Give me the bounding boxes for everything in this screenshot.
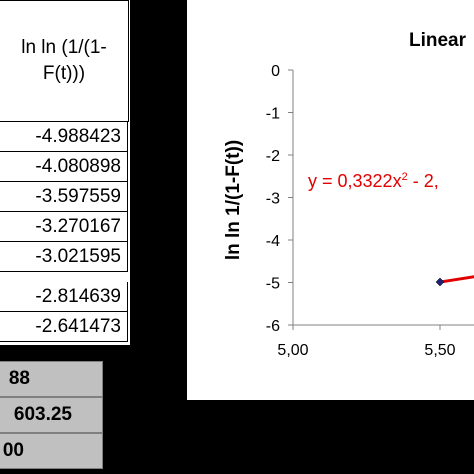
table-cell[interactable]: -4.080898 [0, 152, 128, 182]
trend-eq-sup: 2 [402, 171, 408, 183]
y-tick-label: -5 [266, 276, 280, 293]
table-cell[interactable]: -4.988423 [0, 122, 128, 152]
x-tick-label: 5,00 [277, 342, 308, 359]
header-line-1: ln ln (1/(1- [21, 37, 107, 58]
y-tick-label: -4 [266, 233, 280, 250]
summary-cell[interactable]: 88 [0, 361, 103, 397]
trend-eq-tail: - 2, [408, 171, 439, 191]
data-marks [435, 275, 474, 287]
summary-cell[interactable]: 00 [0, 433, 103, 469]
column-header-lnln[interactable]: ln ln (1/(1- F(t))) [0, 0, 129, 122]
y-axis-label: ln ln 1/(1-F(t)) [223, 140, 244, 260]
y-tick-label: -3 [266, 191, 280, 208]
chart-panel[interactable]: Linear ln ln 1/(1-F(t)) 0 -1 -2 -3 -4 -5 -6 5,0… [187, 0, 474, 400]
summary-value: 00 [2, 440, 24, 461]
trendline [439, 275, 474, 284]
chart-title: Linear [409, 30, 467, 51]
y-tick-label: 0 [271, 63, 280, 80]
summary-value: 603.25 [13, 404, 72, 425]
table-cell[interactable]: -3.597559 [0, 182, 128, 212]
table-cell[interactable]: -2.814639 [0, 282, 128, 312]
trend-eq-main: y = 0,3322x [308, 171, 402, 191]
table-cell[interactable]: -3.021595 [0, 242, 128, 272]
x-tick-label: 5,50 [424, 342, 455, 359]
data-point [435, 277, 445, 287]
header-line-2: F(t))) [42, 63, 86, 84]
tick-labels: 0 -1 -2 -3 -4 -5 -6 5,00 5,50 [266, 63, 456, 359]
table-cell[interactable]: -3.270167 [0, 212, 128, 242]
axes [288, 69, 474, 330]
table-cell[interactable]: -2.641473 [0, 312, 128, 342]
y-tick-label: -2 [266, 148, 280, 165]
summary-value: 88 [8, 368, 30, 389]
y-tick-label: -1 [266, 106, 280, 123]
y-tick-label: -6 [266, 318, 280, 335]
data-table: ln ln (1/(1- F(t))) -4.988423 -4.080898 … [0, 0, 130, 345]
summary-cell[interactable]: 603.25 [0, 397, 103, 433]
trendline-equation: y = 0,3322x2 - 2, [308, 171, 439, 191]
chart-svg: Linear ln ln 1/(1-F(t)) 0 -1 -2 -3 -4 -5 -6 5,0… [223, 30, 474, 359]
